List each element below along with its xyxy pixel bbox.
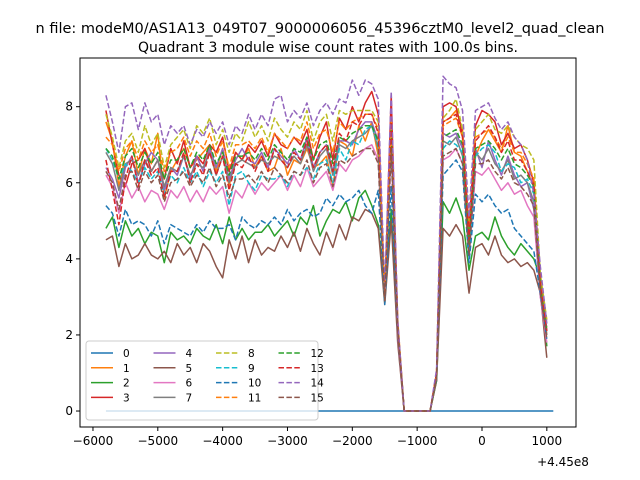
legend-label: 10 <box>248 378 261 390</box>
plot-frame <box>79 57 577 428</box>
y-tick-label: 2 <box>65 328 73 342</box>
legend-label: 7 <box>186 392 193 404</box>
x-tick-label: −4000 <box>202 434 243 448</box>
legend-label: 14 <box>311 378 325 390</box>
legend-label: 4 <box>186 348 193 360</box>
series-line-14 <box>105 75 548 412</box>
legend-label: 8 <box>248 348 255 360</box>
x-tick-label: 1000 <box>532 434 563 448</box>
legend-label: 12 <box>311 348 324 360</box>
series-line-5 <box>105 208 548 412</box>
x-tick-label: −6000 <box>73 434 114 448</box>
x-tick-label: 0 <box>478 434 486 448</box>
legend-box <box>85 340 319 421</box>
x-tick-label: −1000 <box>397 434 438 448</box>
y-axis: 0 2 4 6 8 <box>65 100 80 418</box>
legend-label: 2 <box>123 378 130 390</box>
legend-label: 3 <box>123 392 130 404</box>
chart-title: Quadrant 3 module wise count rates with … <box>138 40 518 56</box>
legend-label: 13 <box>311 363 324 375</box>
series-line-12 <box>105 124 548 412</box>
series-line-13 <box>105 113 548 412</box>
y-tick-label: 8 <box>65 100 73 114</box>
x-tick-label: −2000 <box>332 434 373 448</box>
figure-suptitle: n file: modeM0/AS1A13_049T07_9000006056_… <box>36 21 605 37</box>
series-line-9 <box>105 124 548 412</box>
legend-label: 9 <box>248 363 255 375</box>
x-offset-label: +4.45e8 <box>537 455 589 469</box>
legend-label: 0 <box>123 348 130 360</box>
legend-label: 1 <box>123 363 130 375</box>
legend-label: 11 <box>248 392 261 404</box>
series-line-15 <box>105 147 548 412</box>
legend-label: 15 <box>311 392 324 404</box>
legend-label: 5 <box>186 363 193 375</box>
x-tick-label: −3000 <box>267 434 308 448</box>
y-tick-label: 6 <box>65 176 73 190</box>
y-tick-label: 4 <box>65 252 73 266</box>
series-line-2 <box>105 189 548 412</box>
x-axis: −6000 −5000 −4000 −3000 −2000 −1000 0 1000 <box>73 427 562 448</box>
series-line-10 <box>105 159 548 412</box>
series-layer <box>105 75 554 412</box>
x-tick-label: −5000 <box>138 434 179 448</box>
legend-label: 6 <box>186 378 193 390</box>
y-tick-label: 0 <box>65 404 73 418</box>
